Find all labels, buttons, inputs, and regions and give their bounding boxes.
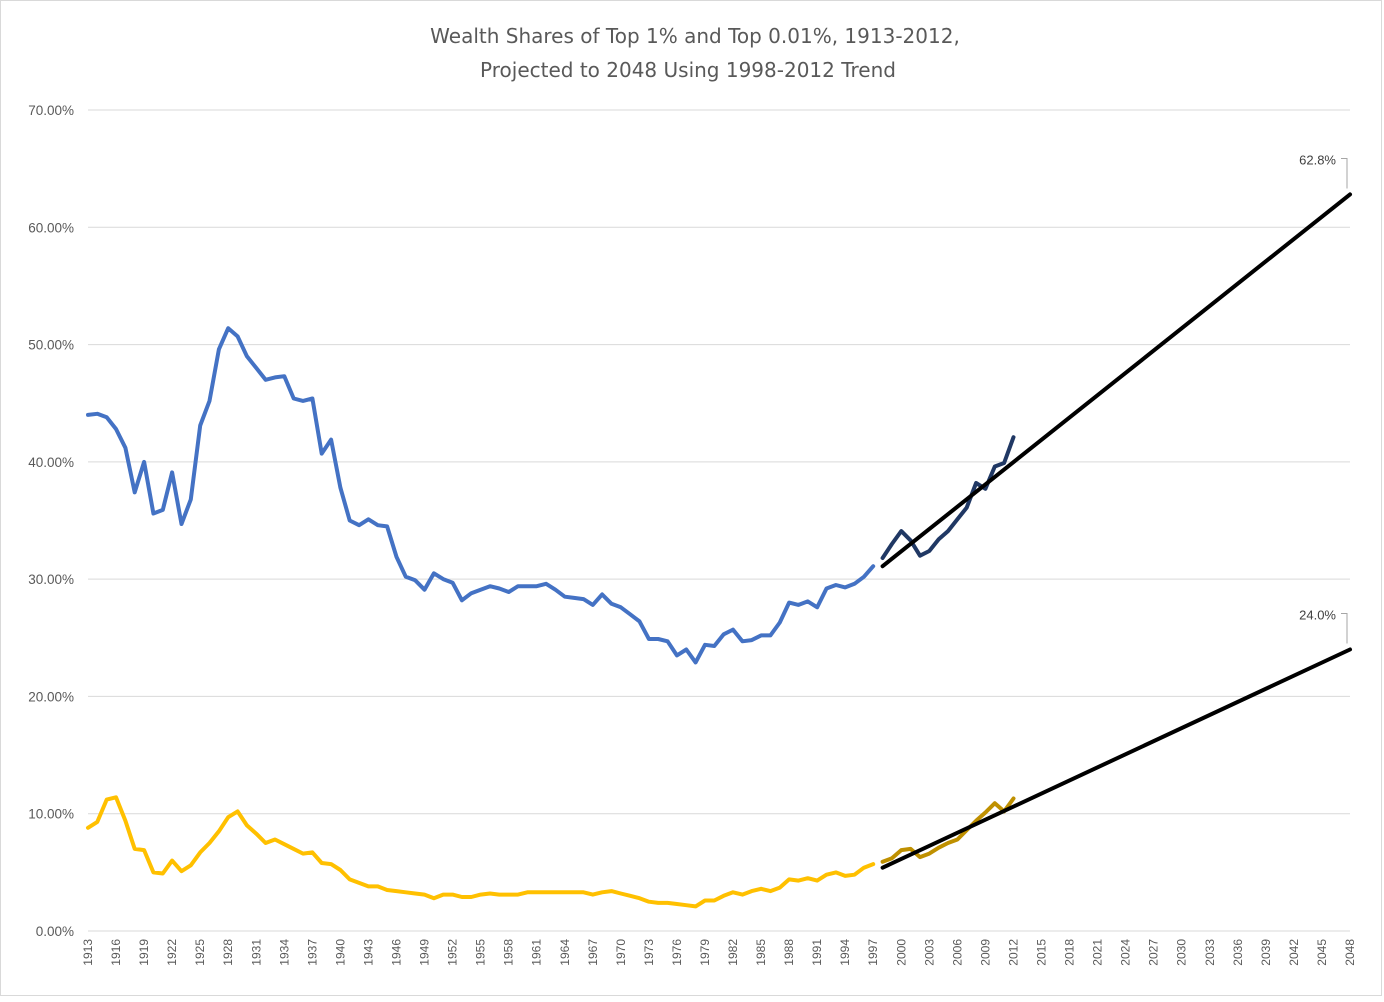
- x-tick-label: 1949: [418, 939, 432, 966]
- x-tick-label: 1934: [277, 939, 291, 966]
- x-tick-label: 1982: [726, 939, 740, 966]
- x-tick-label: 1967: [586, 939, 600, 966]
- x-tick-label: 1919: [137, 939, 151, 966]
- series-line-6: [880, 647, 1352, 870]
- x-tick-label: 2003: [922, 939, 936, 966]
- x-tick-label: 1946: [389, 939, 403, 966]
- x-tick-label: 1970: [614, 939, 628, 966]
- series-line-2: [880, 435, 1016, 560]
- y-tick-label: 0.00%: [36, 924, 74, 939]
- x-tick-label: 2015: [1035, 939, 1049, 966]
- x-tick-label: 2030: [1175, 939, 1189, 966]
- x-tick-label: 1997: [866, 939, 880, 966]
- x-tick-label: 1955: [474, 939, 488, 966]
- x-axis: 1913 1916 1919 1922 1925 1928 1931 1934 1937 1940…: [81, 930, 1357, 966]
- y-tick-label: 30.00%: [28, 572, 74, 587]
- x-tick-label: 1925: [193, 939, 207, 966]
- x-tick-label: 2006: [950, 939, 964, 966]
- x-tick-label: 2024: [1119, 939, 1133, 966]
- y-tick-label: 70.00%: [28, 103, 74, 118]
- x-tick-label: 1994: [838, 939, 852, 966]
- x-tick-label: 1943: [361, 939, 375, 966]
- series-lines: [86, 192, 1352, 909]
- x-tick-label: 2027: [1147, 939, 1161, 966]
- x-tick-label: 2033: [1203, 939, 1217, 966]
- x-tick-label: 1985: [754, 939, 768, 966]
- x-tick-label: 1916: [109, 939, 123, 966]
- x-tick-label: 2000: [894, 939, 908, 966]
- series-line-3: [86, 795, 876, 909]
- series-line-1: [86, 326, 876, 665]
- y-tick-label: 50.00%: [28, 338, 74, 353]
- x-tick-label: 1958: [502, 939, 516, 966]
- x-tick-label: 1979: [698, 939, 712, 966]
- x-tick-label: 1952: [446, 939, 460, 966]
- x-tick-label: 2021: [1091, 939, 1105, 966]
- data-labels: 62.8% 24.0%: [1299, 152, 1348, 644]
- x-tick-label: 2042: [1287, 939, 1301, 966]
- data-label-1: 62.8%: [1299, 152, 1336, 167]
- x-tick-label: 1931: [249, 939, 263, 966]
- x-tick-label: 1988: [782, 939, 796, 966]
- data-label-2: 24.0%: [1299, 608, 1336, 623]
- x-tick-label: 1964: [558, 939, 572, 966]
- x-tick-label: 2036: [1231, 939, 1245, 966]
- x-tick-label: 1928: [221, 939, 235, 966]
- data-label-leader: [1341, 157, 1348, 189]
- gridlines: [88, 109, 1350, 932]
- x-tick-label: 1922: [165, 939, 179, 966]
- series-line-5: [880, 192, 1352, 569]
- x-tick-label: 2009: [978, 939, 992, 966]
- y-tick-label: 10.00%: [28, 807, 74, 822]
- x-tick-label: 2012: [1006, 939, 1020, 966]
- x-tick-label: 1913: [81, 939, 95, 966]
- y-axis-ticks: 0.00% 10.00% 20.00% 30.00% 40.00% 50.00% 60.00…: [28, 103, 74, 939]
- chart-title-line-2: Projected to 2048 Using 1998-2012 Trend: [480, 58, 896, 82]
- x-tick-label: 1937: [305, 939, 319, 966]
- x-tick-label: 2045: [1315, 939, 1329, 966]
- x-tick-label: 1961: [530, 939, 544, 966]
- x-tick-label: 2039: [1259, 939, 1273, 966]
- x-tick-label: 1973: [642, 939, 656, 966]
- chart-title-line-1: Wealth Shares of Top 1% and Top 0.01%, 1…: [430, 24, 960, 48]
- x-tick-label: 1991: [810, 939, 824, 966]
- x-tick-label: 1976: [670, 939, 684, 966]
- y-tick-label: 40.00%: [28, 455, 74, 470]
- x-tick-label: 2018: [1063, 939, 1077, 966]
- data-label-leader: [1341, 613, 1348, 644]
- x-tick-label: 2048: [1343, 939, 1357, 966]
- x-tick-label: 1940: [333, 939, 347, 966]
- series-line-4: [880, 796, 1016, 864]
- y-tick-label: 60.00%: [28, 220, 74, 235]
- y-tick-label: 20.00%: [28, 689, 74, 704]
